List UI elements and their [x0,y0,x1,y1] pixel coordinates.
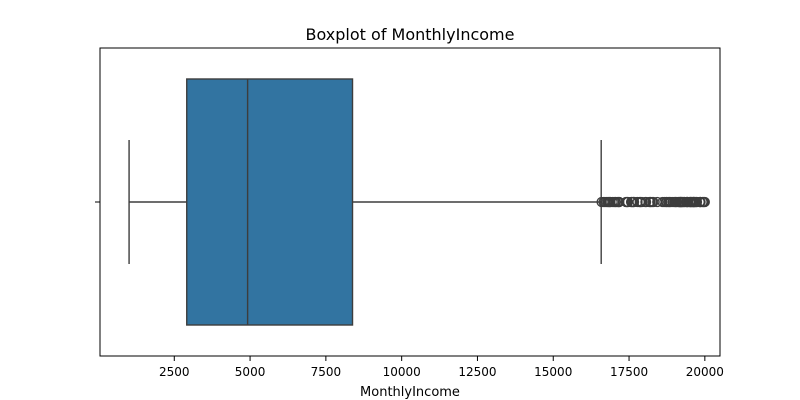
x-axis-label: MonthlyIncome [360,385,460,400]
x-tick-label: 7500 [311,365,342,379]
interquartile-box [186,78,354,326]
outlier-point [628,196,640,208]
x-axis-ticks: 2500 5000 7500 10000 12500 15000 17500 20000 [159,356,724,379]
box-group [128,78,602,326]
x-tick-label: 15000 [534,365,572,379]
x-tick-label: 17500 [610,365,648,379]
outlier-points [596,196,710,208]
outlier-point [699,196,710,208]
x-tick-label: 20000 [686,365,724,379]
outlier-point [691,196,703,208]
x-tick-label: 2500 [159,365,190,379]
x-tick-label: 12500 [458,365,496,379]
x-tick-label: 5000 [235,365,266,379]
chart-title: Boxplot of MonthlyIncome [306,25,515,44]
x-tick-label: 10000 [383,365,421,379]
outlier-point [640,196,652,208]
